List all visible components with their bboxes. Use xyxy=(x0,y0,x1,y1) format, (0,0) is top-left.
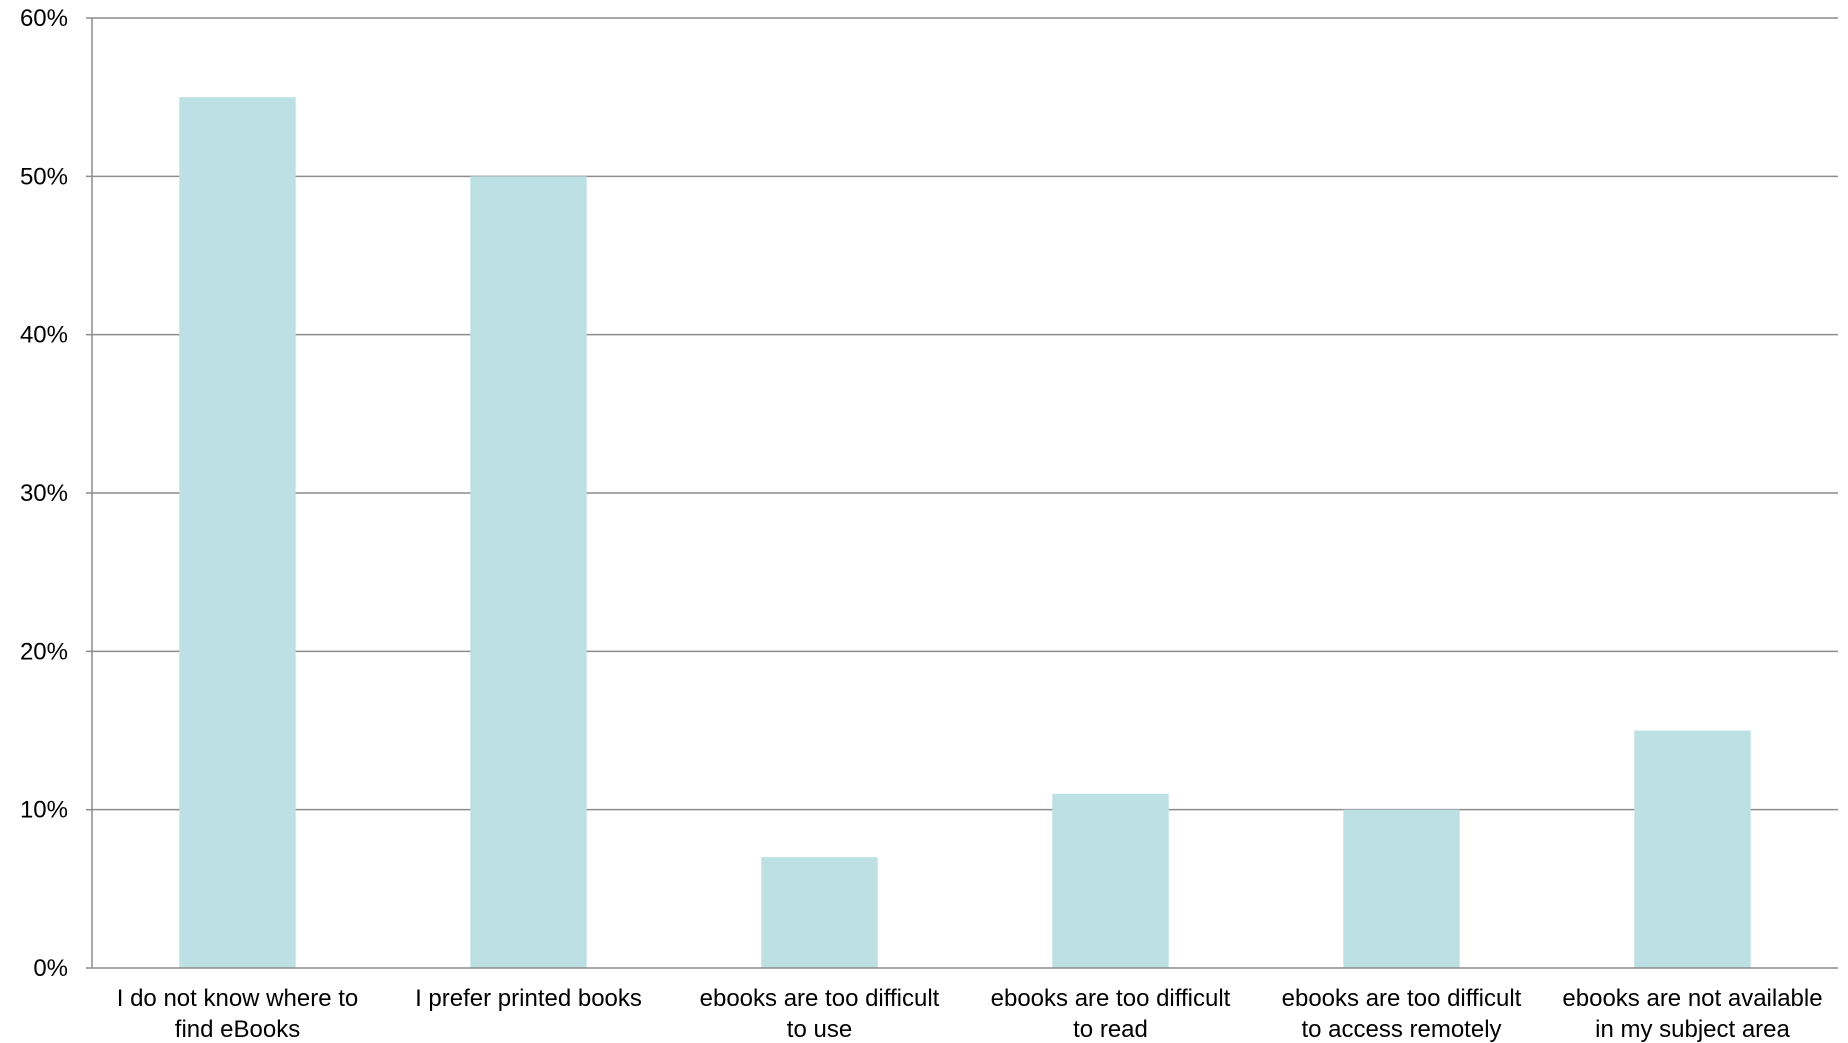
y-tick-label: 40% xyxy=(20,322,68,349)
x-category-label: to use xyxy=(787,1016,852,1043)
bar xyxy=(1343,809,1460,968)
bar xyxy=(1052,793,1169,968)
x-category-label: ebooks are not available xyxy=(1562,985,1822,1012)
x-category-label: to read xyxy=(1073,1016,1148,1043)
y-tick-label: 50% xyxy=(20,163,68,190)
x-category-label: ebooks are too difficult xyxy=(1282,985,1522,1012)
y-tick-label: 30% xyxy=(20,480,68,507)
x-category-label: I prefer printed books xyxy=(415,985,642,1012)
y-tick-label: 20% xyxy=(20,638,68,665)
x-category-label: in my subject area xyxy=(1595,1016,1790,1043)
gridlines xyxy=(92,17,1838,811)
x-category-label: I do not know where to xyxy=(117,985,358,1012)
y-tick-label: 10% xyxy=(20,797,68,824)
bars xyxy=(179,97,1751,969)
y-axis-ticks: 0% 10% 20% 30% 40% 50% 60% xyxy=(20,5,92,982)
x-category-label: to access remotely xyxy=(1301,1016,1501,1043)
bar xyxy=(1634,730,1751,968)
x-axis-labels: I do not know where to find eBooks I prefe… xyxy=(117,985,1823,1043)
y-tick-label: 0% xyxy=(33,955,68,982)
x-category-label: ebooks are too difficult xyxy=(991,985,1231,1012)
x-category-label: ebooks are too difficult xyxy=(700,985,940,1012)
y-tick-label: 60% xyxy=(20,5,68,32)
x-category-label: find eBooks xyxy=(175,1016,300,1043)
bar xyxy=(470,176,587,969)
bar xyxy=(179,97,296,968)
bar xyxy=(761,857,878,968)
